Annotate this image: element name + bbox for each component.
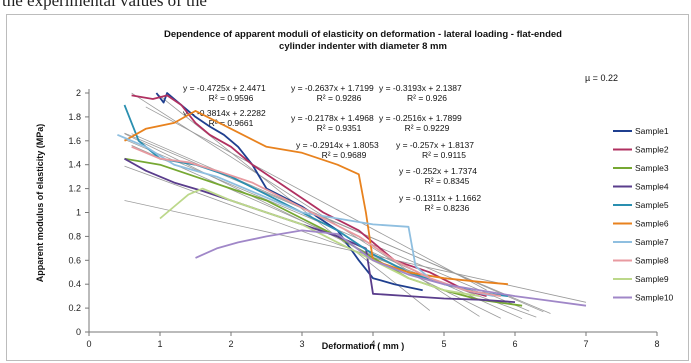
- trendline-r-squared: R² = 0.9596: [209, 93, 254, 103]
- x-tick-label: 8: [654, 339, 659, 349]
- x-tick-label: 2: [228, 339, 233, 349]
- trendline-r-squared: R² = 0.9115: [422, 150, 466, 160]
- trendline-r-squared: R² = 0.8236: [425, 203, 470, 213]
- series-line-sample4: [124, 157, 516, 303]
- y-tick-label: 1: [76, 208, 81, 218]
- x-tick-label: 0: [86, 339, 91, 349]
- legend-label: Sample9: [635, 274, 669, 284]
- x-tick-label: 6: [512, 339, 517, 349]
- trendline-equation: y = -0.2914x + 1.8053: [296, 140, 379, 150]
- trendline-equation: y = -0.2178x + 1.4968: [291, 113, 374, 123]
- y-tick-label: 0.4: [68, 279, 81, 289]
- y-tick-label: 0.2: [68, 303, 81, 313]
- trendline-r-squared: R² = 0.9661: [209, 118, 254, 128]
- y-tick-label: 0: [76, 327, 81, 337]
- preceding-text: the experimental values of the: [2, 0, 207, 10]
- y-tick-label: 1.8: [68, 112, 81, 122]
- trendline-r-squared: R² = 0.9286: [317, 93, 362, 103]
- trendline-equation: y = -0.3193x + 2.1387: [379, 83, 462, 93]
- series-line-sample9: [159, 187, 480, 297]
- y-tick-label: 1.6: [68, 136, 81, 146]
- mu-annotation: µ = 0.22: [585, 73, 618, 83]
- trendline-r-squared: R² = 0.9351: [317, 123, 362, 133]
- y-tick-label: 2: [76, 88, 81, 98]
- trendline-equation: y = -0.3814x + 2.2282: [183, 108, 266, 118]
- x-tick-label: 7: [583, 339, 588, 349]
- legend-label: Sample6: [635, 219, 669, 229]
- x-tick-label: 5: [441, 339, 446, 349]
- plot-axes: 0 1 2 3 4 5 6 7 8 0 0.2 0.4 0.6 0.8 1 1.2 1.4 1.6 1.8 2: [68, 88, 659, 349]
- legend-label: Sample3: [635, 163, 669, 173]
- data-series: [117, 92, 587, 307]
- x-tick-label: 4: [370, 339, 375, 349]
- y-tick-label: 0.8: [68, 231, 81, 241]
- trendline: [124, 165, 537, 318]
- trendline: [124, 132, 551, 314]
- y-tick-label: 1.4: [68, 160, 81, 170]
- chart-title-line: Dependence of apparent moduli of elastic…: [164, 29, 562, 40]
- chart-svg: Dependence of apparent moduli of elastic…: [35, 29, 674, 351]
- trendline-r-squared: R² = 0.9229: [405, 123, 450, 133]
- trendline-equation: y = -0.2516x + 1.7899: [379, 113, 462, 123]
- series-line-sample8: [131, 145, 501, 297]
- trendline: [131, 133, 544, 313]
- x-axis-label: Deformation ( mm ): [322, 341, 405, 351]
- y-axis-label: Apparent modulus of elasticity (MPa): [35, 124, 45, 283]
- trendline: [145, 106, 487, 291]
- legend-label: Sample7: [635, 237, 669, 247]
- series-line-sample1: [155, 92, 423, 292]
- chart-container: Dependence of apparent moduli of elastic…: [6, 14, 689, 361]
- legend-label: Sample4: [635, 182, 669, 192]
- x-tick-label: 3: [299, 339, 304, 349]
- trendline-r-squared: R² = 0.926: [407, 93, 447, 103]
- trendline-equation: y = -0.2637x + 1.7199: [291, 83, 374, 93]
- x-tick-label: 1: [157, 339, 162, 349]
- y-tick-label: 1.2: [68, 184, 81, 194]
- legend: Sample1 Sample2 Sample3 Sample4 Sample5 Sampl…: [613, 126, 674, 303]
- legend-label: Sample8: [635, 256, 669, 266]
- legend-label: Sample2: [635, 145, 669, 155]
- y-tick-label: 0.6: [68, 255, 81, 265]
- series-line-sample6: [124, 110, 508, 286]
- legend-label: Sample5: [635, 200, 669, 210]
- chart-title-line: cylinder indenter with diameter 8 mm: [279, 41, 447, 52]
- trendline-r-squared: R² = 0.8345: [425, 176, 470, 186]
- trendline-r-squared: R² = 0.9689: [322, 150, 367, 160]
- legend-label: Sample1: [635, 126, 669, 136]
- trendline-equation: y = -0.1311x + 1.1662: [399, 193, 481, 203]
- series-line-sample10: [195, 229, 587, 307]
- chart-title: Dependence of apparent moduli of elastic…: [164, 29, 562, 52]
- legend-label: Sample10: [635, 293, 674, 303]
- trendline-equation: y = -0.252x + 1.7374: [399, 166, 477, 176]
- trendline-equation: y = -0.257x + 1.8137: [396, 140, 474, 150]
- trendline-equation: y = -0.4725x + 2.4471: [183, 83, 266, 93]
